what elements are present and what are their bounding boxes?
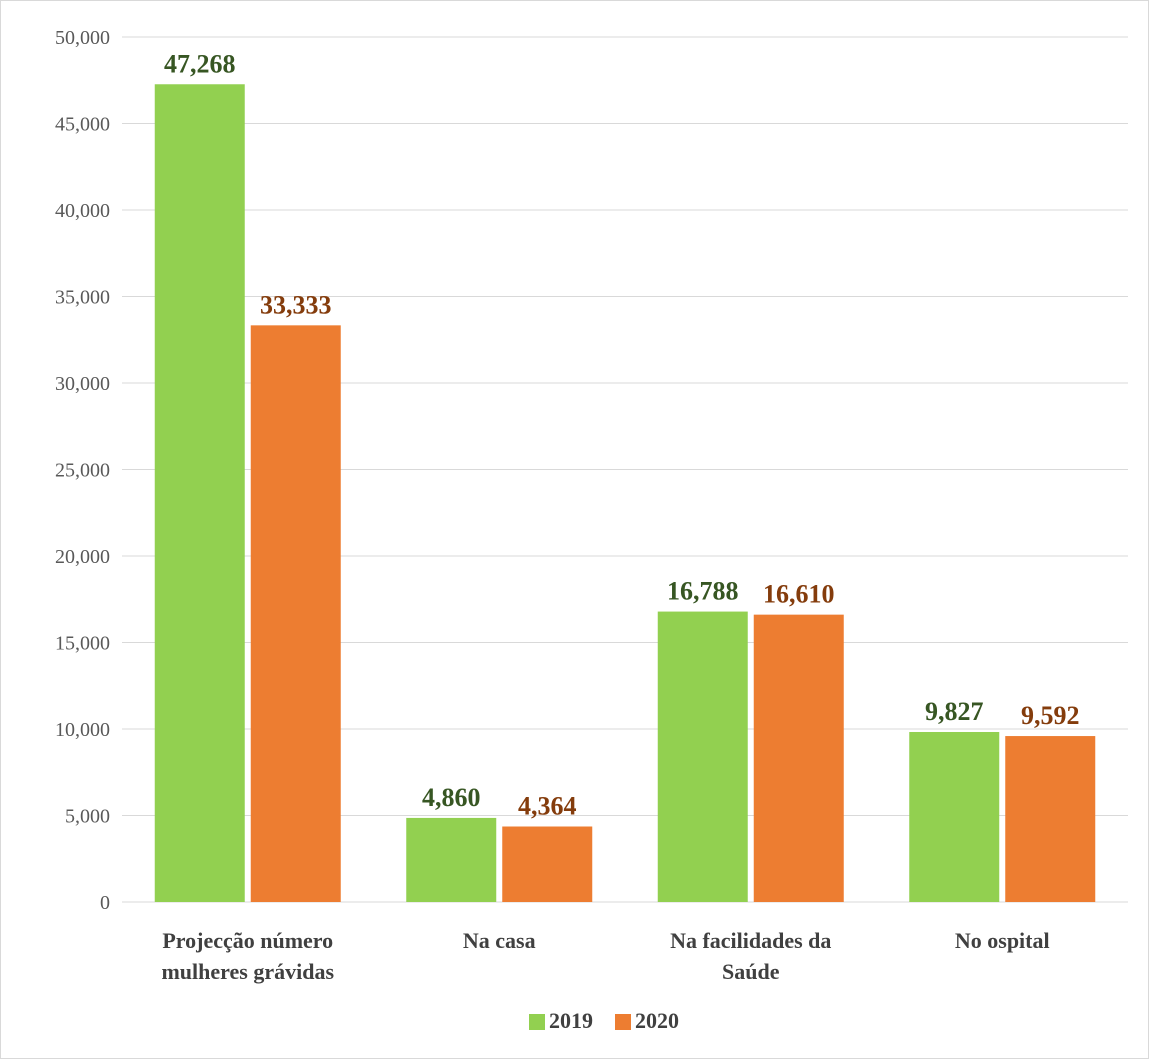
bar-2019-4 — [909, 731, 1000, 902]
bar-2020-3 — [753, 614, 844, 902]
y-tick-label: 40,000 — [55, 200, 110, 222]
y-tick-label: 35,000 — [55, 287, 110, 309]
bars — [154, 84, 1096, 902]
data-label-2019-4: 9,827 — [925, 697, 984, 726]
data-label-2019-2: 4,860 — [422, 783, 481, 812]
y-axis-tick-labels: 0 5,000 10,000 15,000 20,000 25,000 30,000 35,0… — [55, 27, 110, 914]
y-tick-label: 50,000 — [55, 27, 110, 49]
category-label: Na casa — [463, 928, 536, 953]
bar-2019-2 — [406, 817, 497, 902]
y-tick-label: 20,000 — [55, 546, 110, 568]
y-tick-label: 0 — [100, 892, 110, 914]
data-label-2019-1: 47,268 — [164, 49, 236, 78]
bar-2020-2 — [502, 826, 593, 902]
y-tick-label: 25,000 — [55, 460, 110, 482]
y-tick-label: 30,000 — [55, 373, 110, 395]
category-label: No ospital — [955, 928, 1050, 953]
legend-label-2020: 2020 — [635, 1008, 679, 1033]
legend-label-2019: 2019 — [549, 1008, 593, 1033]
data-label-2020-2: 4,364 — [518, 792, 577, 821]
y-tick-label: 10,000 — [55, 719, 110, 741]
legend: 2019 2020 — [529, 1008, 679, 1033]
x-axis-category-labels: Projecção número mulheres grávidas Na casa… — [161, 928, 1049, 984]
y-tick-label: 15,000 — [55, 633, 110, 655]
category-label: Saúde — [722, 959, 780, 984]
bar-2019-1 — [154, 84, 245, 902]
data-label-2020-1: 33,333 — [260, 290, 332, 319]
category-label: Na facilidades da — [670, 928, 831, 953]
data-label-2019-3: 16,788 — [667, 577, 739, 606]
data-labels: 47,268 33,333 4,860 4,364 16,788 16,610 9,827 9… — [164, 49, 1080, 820]
bar-2020-4 — [1005, 736, 1096, 902]
y-tick-label: 45,000 — [55, 114, 110, 136]
y-tick-label: 5,000 — [65, 806, 110, 828]
category-label: Projecção número — [162, 928, 333, 953]
category-label: mulheres grávidas — [161, 959, 334, 984]
data-label-2020-3: 16,610 — [763, 580, 835, 609]
bar-2020-1 — [250, 325, 341, 902]
bar-2019-3 — [657, 611, 748, 902]
legend-swatch-2020 — [615, 1014, 631, 1030]
legend-swatch-2019 — [529, 1014, 545, 1030]
data-label-2020-4: 9,592 — [1021, 701, 1080, 730]
